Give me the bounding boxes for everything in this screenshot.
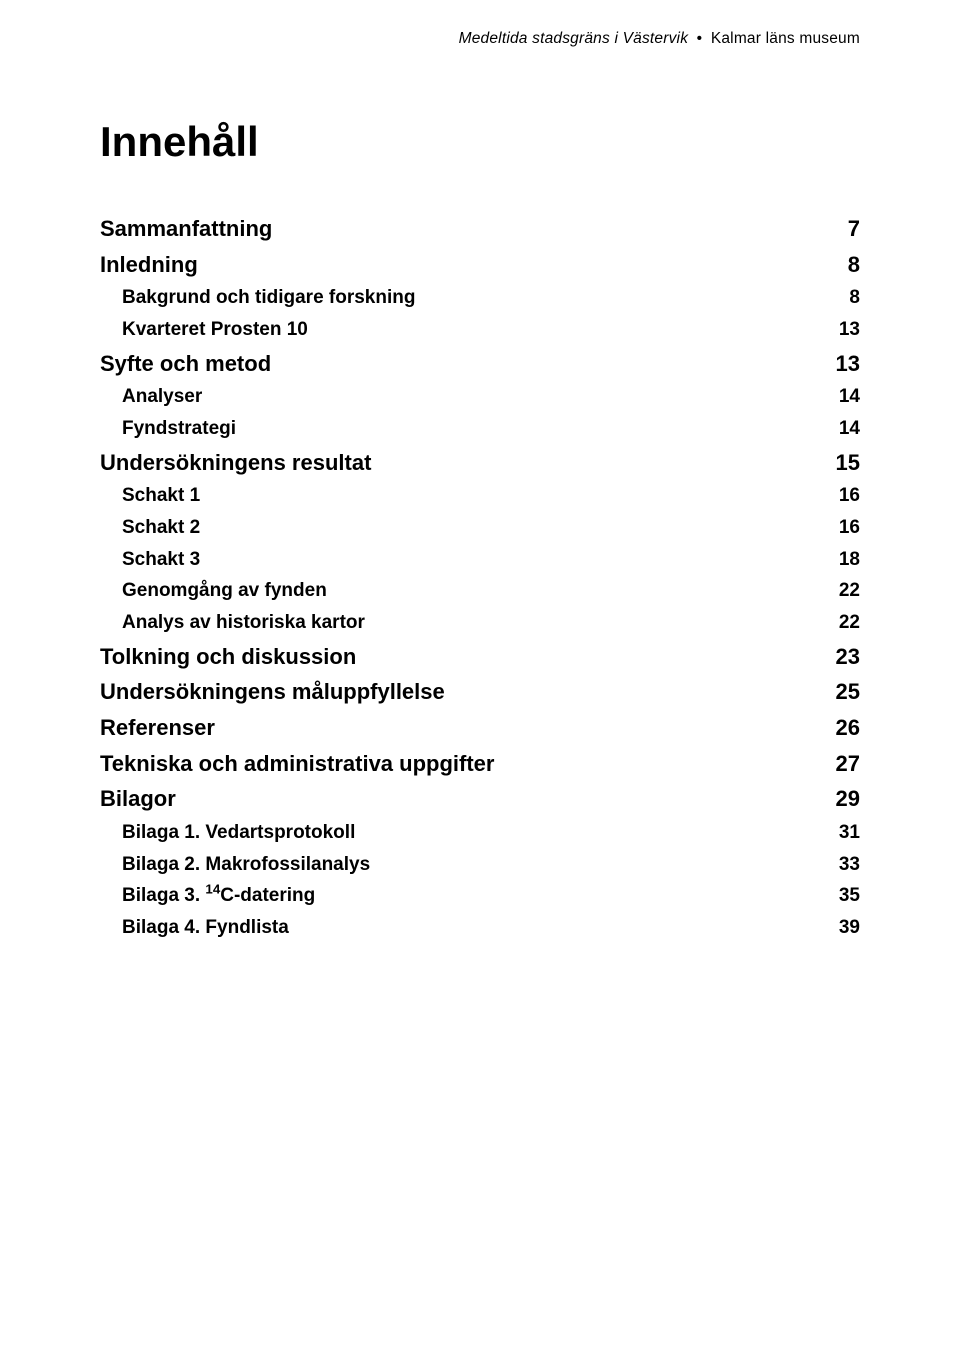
toc-row: Inledning 8 — [100, 250, 860, 280]
toc-row: Referenser 26 — [100, 713, 860, 743]
toc-entry-label: Syfte och metod — [100, 349, 271, 379]
toc-entry-label: Referenser — [100, 713, 215, 743]
header-museum: Kalmar läns museum — [711, 30, 860, 47]
page: Medeltida stadsgräns i Västervik • Kalma… — [0, 0, 960, 1371]
toc-entry-label: Sammanfattning — [100, 214, 272, 244]
header-title-italic: Medeltida stadsgräns i Västervik — [459, 30, 689, 47]
toc-entry-page: 14 — [839, 384, 860, 410]
toc-entry-page: 39 — [839, 915, 860, 941]
toc-entry-label: Schakt 1 — [122, 483, 200, 509]
toc-entry-label: Analyser — [122, 384, 202, 410]
toc-entry-page: 22 — [839, 578, 860, 604]
toc-entry-label: Bilagor — [100, 784, 176, 814]
toc-row: Undersökningens resultat 15 — [100, 448, 860, 478]
toc-entry-page: 16 — [839, 483, 860, 509]
toc-entry-label: Schakt 2 — [122, 515, 200, 541]
toc-row: Kvarteret Prosten 10 13 — [100, 317, 860, 343]
toc-entry-label: Bilaga 1. Vedartsprotokoll — [122, 820, 355, 846]
toc-entry-page: 22 — [839, 610, 860, 636]
toc-row: Fyndstrategi 14 — [100, 416, 860, 442]
toc-entry-label-prefix: Bilaga 3. — [122, 885, 205, 906]
toc-row: Schakt 3 18 — [100, 547, 860, 573]
toc-row: Sammanfattning 7 — [100, 214, 860, 244]
toc-row: Schakt 2 16 — [100, 515, 860, 541]
running-header: Medeltida stadsgräns i Västervik • Kalma… — [100, 30, 860, 48]
toc-row: Syfte och metod 13 — [100, 349, 860, 379]
toc-title: Innehåll — [100, 118, 860, 166]
toc-row: Undersökningens måluppfyllelse 25 — [100, 677, 860, 707]
toc-entry-label: Fyndstrategi — [122, 416, 236, 442]
toc-entry-page: 14 — [839, 416, 860, 442]
toc-entry-page: 8 — [849, 285, 860, 311]
toc-entry-label: Kvarteret Prosten 10 — [122, 317, 308, 343]
toc-entry-label: Bilaga 3. 14C-datering — [122, 883, 315, 909]
toc-entry-label-superscript: 14 — [205, 882, 220, 897]
toc-list: Sammanfattning7Inledning8Bakgrund och ti… — [100, 214, 860, 941]
toc-row: Bilaga 2. Makrofossilanalys 33 — [100, 852, 860, 878]
toc-entry-label: Tekniska och administrativa uppgifter — [100, 749, 494, 779]
toc-entry-label: Bakgrund och tidigare forskning — [122, 285, 415, 311]
toc-row: Schakt 1 16 — [100, 483, 860, 509]
toc-row: Genomgång av fynden 22 — [100, 578, 860, 604]
toc-row: Tekniska och administrativa uppgifter 27 — [100, 749, 860, 779]
toc-entry-page: 18 — [839, 547, 860, 573]
toc-row: Analyser 14 — [100, 384, 860, 410]
toc-entry-label: Genomgång av fynden — [122, 578, 327, 604]
toc-entry-label: Bilaga 2. Makrofossilanalys — [122, 852, 370, 878]
toc-row: Bilaga 3. 14C-datering 35 — [100, 883, 860, 909]
toc-row: Bakgrund och tidigare forskning 8 — [100, 285, 860, 311]
toc-entry-page: 16 — [839, 515, 860, 541]
toc-entry-page: 29 — [836, 784, 860, 814]
toc-entry-page: 15 — [836, 448, 860, 478]
toc-entry-page: 33 — [839, 852, 860, 878]
toc-entry-page: 13 — [836, 349, 860, 379]
toc-entry-label: Bilaga 4. Fyndlista — [122, 915, 289, 941]
toc-row: Bilagor 29 — [100, 784, 860, 814]
toc-entry-label: Tolkning och diskussion — [100, 642, 356, 672]
toc-entry-label-suffix: C-datering — [220, 885, 315, 906]
toc-entry-label: Schakt 3 — [122, 547, 200, 573]
toc-entry-label: Undersökningens måluppfyllelse — [100, 677, 445, 707]
toc-entry-page: 31 — [839, 820, 860, 846]
header-bullet-icon: • — [697, 30, 703, 47]
toc-row: Bilaga 1. Vedartsprotokoll 31 — [100, 820, 860, 846]
toc-entry-page: 27 — [836, 749, 860, 779]
toc-entry-page: 23 — [836, 642, 860, 672]
toc-entry-page: 7 — [848, 214, 860, 244]
toc-entry-page: 8 — [848, 250, 860, 280]
toc-entry-label: Inledning — [100, 250, 198, 280]
toc-entry-label: Undersökningens resultat — [100, 448, 371, 478]
toc-entry-page: 13 — [839, 317, 860, 343]
toc-row: Bilaga 4. Fyndlista 39 — [100, 915, 860, 941]
toc-entry-label: Analys av historiska kartor — [122, 610, 365, 636]
toc-entry-page: 35 — [839, 883, 860, 909]
toc-row: Analys av historiska kartor 22 — [100, 610, 860, 636]
toc-entry-page: 26 — [836, 713, 860, 743]
toc-entry-page: 25 — [836, 677, 860, 707]
toc-row: Tolkning och diskussion 23 — [100, 642, 860, 672]
